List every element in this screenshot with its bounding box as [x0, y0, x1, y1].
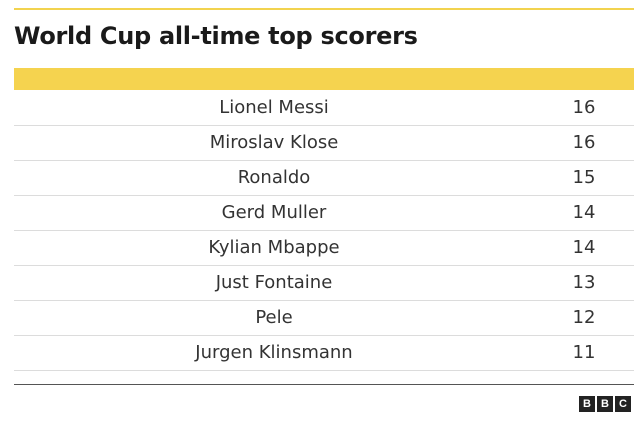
- bottom-rule: [14, 384, 634, 385]
- player-name: Pele: [255, 307, 293, 328]
- goals: 16: [572, 97, 596, 118]
- logo-letter: B: [597, 396, 613, 412]
- goals: 14: [572, 202, 596, 223]
- title: World Cup all-time top scorers: [14, 22, 418, 50]
- goals: 12: [572, 307, 596, 328]
- player-name: Ronaldo: [237, 167, 311, 188]
- table-row: Miroslav Klose 16: [14, 125, 634, 161]
- player-name: Jurgen Klinsmann: [195, 342, 353, 363]
- goals: 14: [572, 237, 596, 258]
- player-name: Just Fontaine: [215, 272, 333, 293]
- table-row: Lionel Messi 16: [14, 90, 634, 126]
- table-row: Gerd Muller 14: [14, 195, 634, 231]
- table-row: Pele 12: [14, 300, 634, 336]
- player-name: Lionel Messi: [219, 97, 329, 118]
- logo-letter: C: [615, 396, 631, 412]
- goals: 13: [572, 272, 596, 293]
- goals: 15: [572, 167, 596, 188]
- table-row: Ronaldo 15: [14, 160, 634, 196]
- goals: 16: [572, 132, 596, 153]
- player-name: Gerd Muller: [221, 202, 327, 223]
- header-bar: [14, 68, 634, 90]
- player-name: Miroslav Klose: [209, 132, 339, 153]
- goals: 11: [572, 342, 596, 363]
- logo-letter: B: [579, 396, 595, 412]
- table-row: Kylian Mbappe 14: [14, 230, 634, 266]
- table-row: Jurgen Klinsmann 11: [14, 335, 634, 371]
- player-name: Kylian Mbappe: [208, 237, 340, 258]
- top-rule: [14, 8, 634, 10]
- table-row: Just Fontaine 13: [14, 265, 634, 301]
